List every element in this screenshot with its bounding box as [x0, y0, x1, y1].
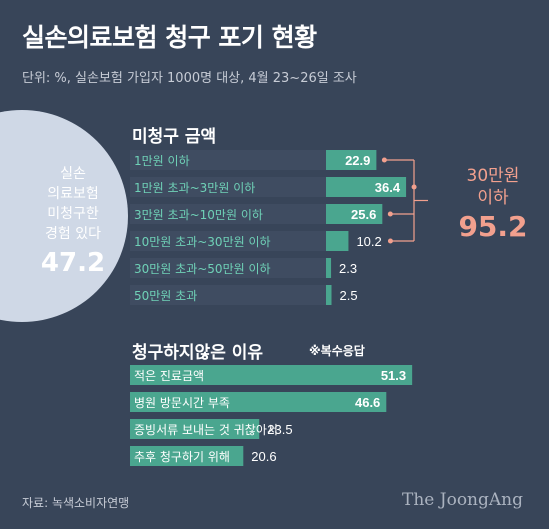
section2-title: 청구하지않은 이유: [132, 343, 264, 363]
category-label: 병원 방문시간 부족: [134, 396, 230, 410]
pie-value: 47.2: [40, 248, 106, 278]
bar: [326, 177, 407, 197]
bar: [130, 446, 244, 466]
brand-logo: The JoongAng: [402, 490, 523, 510]
category-label: 10만원 초과~30만원 이하: [134, 235, 271, 249]
data-label: 2.5: [340, 288, 358, 303]
bracket-line2: 이하: [477, 188, 509, 208]
data-label: 51.3: [381, 368, 406, 383]
category-label: 3만원 초과~10만원 이하: [134, 208, 263, 222]
data-label: 10.2: [356, 234, 381, 249]
page-subtitle: 단위: %, 실손보험 가입자 1000명 대상, 4월 23~26일 조사: [22, 71, 357, 86]
pie-label-line1: 실손: [60, 166, 86, 182]
pie-label: 실손 의료보험 미청구한 경험 있다 47.2: [28, 164, 118, 280]
category-band: [130, 258, 326, 278]
bar: [130, 392, 387, 412]
data-label: 23.5: [267, 422, 292, 437]
pie-label-line2: 의료보험: [47, 186, 99, 202]
source-note: 자료: 녹색소비자연맹: [22, 496, 130, 510]
bar: [326, 258, 332, 278]
category-band: [130, 177, 326, 197]
bracket-value: 95.2: [458, 210, 528, 243]
category-label: 50만원 초과: [134, 289, 197, 303]
data-label: 20.6: [251, 449, 276, 464]
data-label: 36.4: [375, 180, 401, 195]
category-band: [130, 150, 326, 170]
bar: [326, 231, 349, 251]
pie-slice: [0, 110, 128, 322]
category-band: [130, 231, 326, 251]
category-label: 1만원 이하: [134, 154, 190, 168]
data-label: 2.3: [339, 261, 357, 276]
bracket-line1: 30만원: [466, 166, 520, 186]
category-label: 증빙서류 보내는 것 귀찮아서: [134, 423, 278, 437]
category-band: [130, 204, 326, 224]
category-band: [130, 285, 326, 305]
bar: [326, 285, 332, 305]
bar: [130, 419, 260, 439]
category-label: 1만원 초과~3만원 이하: [134, 181, 255, 195]
data-label: 46.6: [355, 395, 380, 410]
section2-note: ※복수응답: [309, 344, 365, 358]
bar: [326, 150, 377, 170]
page-title: 실손의료보험 청구 포기 현황: [22, 23, 317, 52]
data-label: 22.9: [345, 153, 370, 168]
bar: [326, 204, 383, 224]
bar: [130, 365, 413, 385]
pie-label-line3: 미청구한: [47, 206, 99, 222]
category-label: 적은 진료금액: [134, 369, 204, 383]
data-label: 25.6: [351, 207, 376, 222]
bracket-summary: 30만원 이하 95.2: [448, 165, 538, 245]
pie-label-line4: 경험 있다: [45, 226, 101, 242]
category-label: 30만원 초과~50만원 이하: [134, 262, 271, 276]
category-label: 추후 청구하기 위해: [134, 450, 230, 464]
section1-title: 미청구 금액: [132, 127, 217, 147]
